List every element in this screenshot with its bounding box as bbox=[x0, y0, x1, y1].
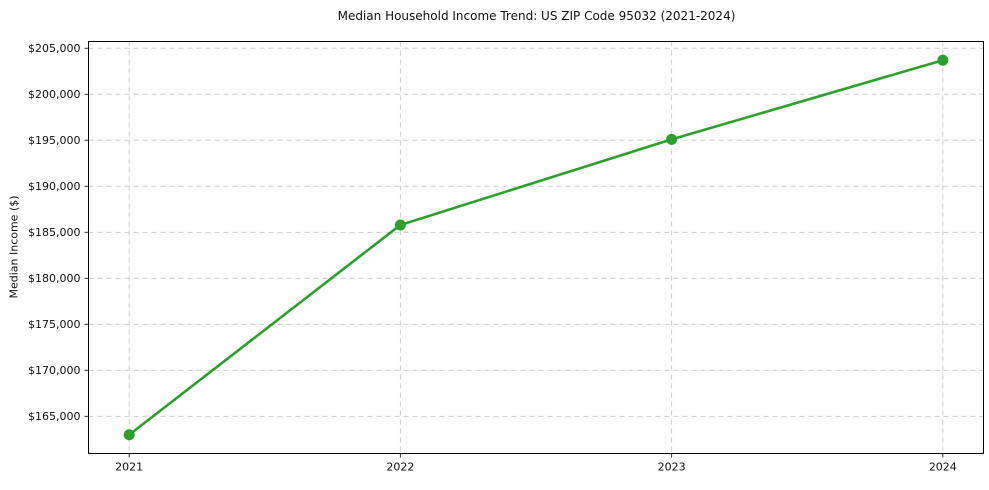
y-tick-label: $175,000 bbox=[28, 318, 81, 331]
y-tick-label: $200,000 bbox=[28, 88, 81, 101]
y-tick-label: $190,000 bbox=[28, 180, 81, 193]
y-tick-label: $185,000 bbox=[28, 226, 81, 239]
y-tick-label: $170,000 bbox=[28, 364, 81, 377]
plot-border bbox=[88, 41, 984, 454]
y-tick-label: $165,000 bbox=[28, 410, 81, 423]
chart-title: Median Household Income Trend: US ZIP Co… bbox=[337, 9, 736, 23]
x-tick-label: 2021 bbox=[115, 461, 143, 474]
y-tick-label: $180,000 bbox=[28, 272, 81, 285]
data-point-marker-2023 bbox=[666, 133, 678, 145]
data-point-marker-2022 bbox=[394, 219, 406, 231]
data-point-marker-2024 bbox=[937, 54, 949, 66]
x-tick-label: 2024 bbox=[929, 461, 957, 474]
y-tick-label: $205,000 bbox=[28, 42, 81, 55]
y-tick-label: $195,000 bbox=[28, 134, 81, 147]
x-tick-label: 2023 bbox=[658, 461, 686, 474]
trend-line bbox=[127, 58, 945, 437]
data-point-marker-2021 bbox=[123, 429, 135, 441]
x-tick-label: 2022 bbox=[386, 461, 414, 474]
